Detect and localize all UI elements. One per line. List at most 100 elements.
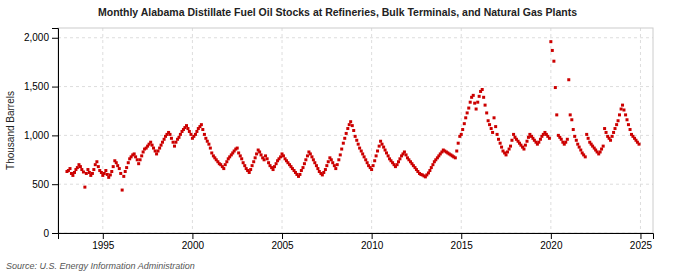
y-tick: 2,000 xyxy=(24,32,58,43)
point xyxy=(133,152,136,155)
point xyxy=(466,111,469,114)
point xyxy=(260,153,263,156)
point xyxy=(398,157,401,160)
point xyxy=(622,109,625,112)
point xyxy=(626,118,629,121)
point xyxy=(127,161,130,164)
point xyxy=(195,130,198,133)
point xyxy=(355,139,358,142)
point xyxy=(95,160,98,163)
point xyxy=(121,189,124,192)
point xyxy=(491,131,494,134)
point xyxy=(115,161,118,164)
point xyxy=(585,133,588,136)
point xyxy=(484,104,487,107)
point xyxy=(336,163,339,166)
point xyxy=(103,172,106,175)
point xyxy=(614,127,617,130)
point xyxy=(629,128,632,131)
point xyxy=(560,138,563,141)
point xyxy=(310,155,313,158)
point xyxy=(71,174,74,177)
x-tick-mark xyxy=(192,233,193,239)
x-tick: 2010 xyxy=(361,233,384,251)
point xyxy=(316,167,319,170)
point xyxy=(82,170,85,173)
point xyxy=(339,153,342,156)
point xyxy=(526,140,529,143)
point xyxy=(430,166,433,169)
x-grid-line xyxy=(550,28,551,233)
point xyxy=(322,171,325,174)
x-tick-mark xyxy=(103,233,104,239)
point xyxy=(499,142,502,145)
point xyxy=(177,136,180,139)
point xyxy=(375,154,378,157)
y-grid-line xyxy=(58,37,653,38)
point xyxy=(460,133,463,136)
point xyxy=(549,40,552,43)
y-axis-title: Thousand Barrels xyxy=(5,91,16,170)
point xyxy=(512,133,515,136)
point xyxy=(255,152,258,155)
point xyxy=(134,155,137,158)
point xyxy=(91,172,94,175)
point xyxy=(173,145,176,148)
point xyxy=(612,131,615,134)
point xyxy=(140,154,143,157)
point xyxy=(340,148,343,151)
point xyxy=(275,162,278,165)
point xyxy=(263,158,266,161)
point xyxy=(304,158,307,161)
x-tick-label: 2010 xyxy=(361,240,384,251)
point xyxy=(301,166,304,169)
y-tick-mark xyxy=(52,184,58,185)
point xyxy=(266,157,269,160)
y-tick-mark xyxy=(52,233,58,234)
point xyxy=(476,101,479,104)
x-grid-line xyxy=(371,28,372,233)
y-tick-mark xyxy=(52,38,58,39)
point xyxy=(122,175,125,178)
point xyxy=(475,108,478,111)
point xyxy=(79,165,82,168)
point xyxy=(243,164,246,167)
point xyxy=(487,119,490,122)
y-axis: 05001,0001,5002,000 xyxy=(24,29,59,239)
point xyxy=(109,173,112,176)
point xyxy=(366,161,369,164)
point xyxy=(570,118,573,121)
point xyxy=(509,145,512,148)
point xyxy=(142,150,145,153)
y-axis-line xyxy=(52,29,59,234)
point xyxy=(125,166,128,169)
point xyxy=(200,123,203,126)
point xyxy=(348,123,351,126)
x-tick-mark xyxy=(282,233,283,239)
point xyxy=(155,152,158,155)
point xyxy=(578,146,581,149)
point xyxy=(137,162,140,165)
point xyxy=(505,153,508,156)
point xyxy=(522,148,525,151)
point xyxy=(537,141,540,144)
point xyxy=(327,160,330,163)
point xyxy=(312,158,315,161)
point xyxy=(621,104,624,107)
point xyxy=(203,133,206,136)
y-tick: 1,000 xyxy=(24,130,58,141)
point xyxy=(454,156,457,159)
point xyxy=(624,113,627,116)
point xyxy=(617,119,620,122)
y-grid-line xyxy=(58,184,653,185)
y-tick-label: 1,000 xyxy=(24,130,49,141)
x-tick: 2020 xyxy=(540,233,563,251)
y-grid-line xyxy=(58,86,653,87)
point xyxy=(86,168,89,171)
title: Monthly Alabama Distillate Fuel Oil Stoc… xyxy=(98,6,577,18)
point xyxy=(188,130,191,133)
source-note: Source: U.S. Energy Information Administ… xyxy=(6,261,195,271)
point xyxy=(313,161,316,164)
point xyxy=(360,150,363,153)
point xyxy=(467,107,470,110)
